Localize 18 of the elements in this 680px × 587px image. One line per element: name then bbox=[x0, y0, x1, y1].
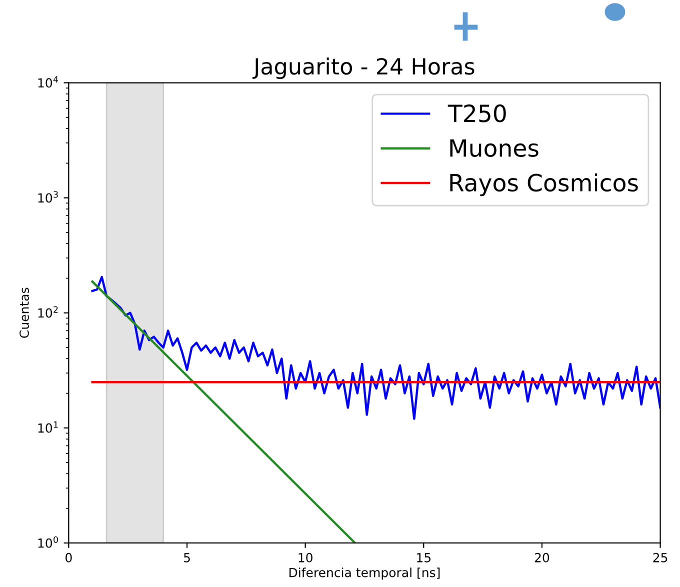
y-tick-label: 10$^{1}$ bbox=[38, 421, 58, 433]
legend-label: Muones bbox=[450, 139, 538, 157]
y-axis-title: Cuentas bbox=[20, 288, 29, 338]
y-tick-label: 10$^{2}$ bbox=[38, 306, 58, 318]
legend-label: Rayos Cosmicos bbox=[450, 173, 638, 196]
y-tick-label: 10$^{0}$ bbox=[38, 536, 58, 548]
x-tick-label: 10 bbox=[298, 552, 312, 562]
chart-title: Jaguarito - 24 Horas bbox=[252, 58, 474, 80]
x-tick-label: 25 bbox=[653, 552, 668, 562]
x-tick-label: 15 bbox=[417, 553, 430, 562]
y-tick-label: 10$^{4}$ bbox=[38, 76, 58, 88]
x-tick-label: 5 bbox=[184, 553, 190, 562]
x-tick-label: 0 bbox=[66, 552, 72, 562]
x-axis-title: Diferencia temporal [ns] bbox=[289, 568, 440, 580]
line-series bbox=[91, 276, 660, 420]
y-tick-label: 10$^{3}$ bbox=[38, 191, 58, 203]
legend-label: T250 bbox=[448, 104, 506, 122]
x-tick-label: 20 bbox=[534, 552, 550, 562]
